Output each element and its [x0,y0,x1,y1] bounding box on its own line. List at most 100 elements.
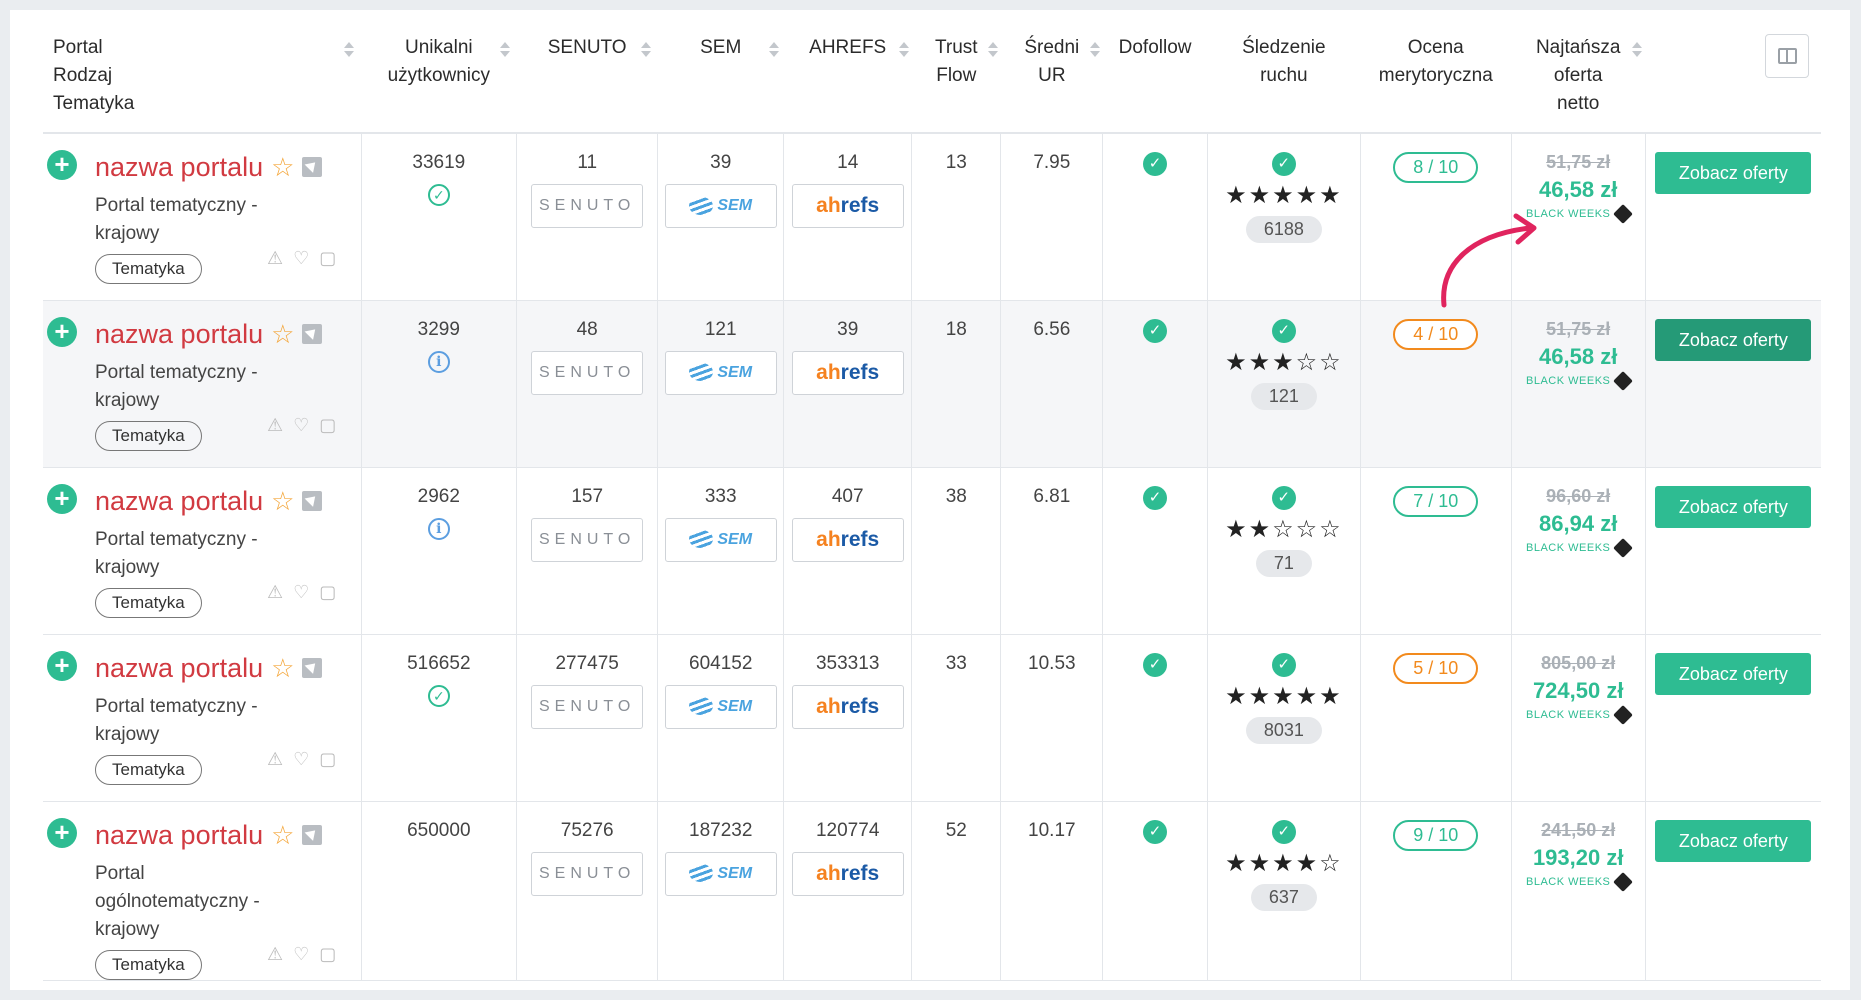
ahrefs-badge[interactable]: ahrefs [791,517,904,562]
portal-type: Portal ogólnotematyczny - krajowy [95,862,260,940]
average-ur-cell: 6.56 [1000,300,1104,468]
unique-users-cell: 3299 i [361,300,518,468]
portal-name-link[interactable]: nazwa portalu [95,652,264,683]
average-ur-value: 6.56 [1033,318,1071,340]
add-portal-button[interactable]: + [47,316,77,347]
portal-name-link[interactable]: nazwa portalu [95,485,264,516]
portal-name-line: nazwa portalu ☆ [95,482,351,520]
portal-name-link[interactable]: nazwa portalu [95,152,264,182]
portal-action-icons[interactable]: ⚠♡▢ [267,581,347,602]
col-cheapest-offer[interactable]: Najtańsza oferta netto [1511,10,1646,134]
dofollow-cell: ✓ [1102,467,1208,635]
portal-name-link[interactable]: nazwa portalu [95,819,264,850]
see-offers-button[interactable]: Zobacz oferty [1655,152,1812,194]
sem-cell: 121 SEM [657,300,785,468]
portal-cell: + nazwa portalu ☆ Portal tematyczny - kr… [43,467,362,635]
sem-badge[interactable]: SEM [664,851,777,896]
portal-type: Portal tematyczny - krajowy [95,361,258,411]
col-portal-label: Portal Rodzaj Tematyka [53,37,135,114]
traffic-rating-stars: ★★★★★ [1225,182,1343,209]
ahrefs-badge[interactable]: ahrefs [791,184,904,228]
senuto-badge[interactable]: SENUTO [531,184,644,228]
sort-icon[interactable] [768,41,780,61]
see-offers-button[interactable]: Zobacz oferty [1655,318,1812,361]
action-cell: Zobacz oferty [1645,467,1821,635]
sort-icon[interactable] [499,41,511,61]
image-preview-icon[interactable] [302,657,323,678]
senuto-badge[interactable]: SENUTO [531,851,644,896]
sem-value: 121 [704,318,737,340]
new-price: 46,58 zł [1539,343,1618,369]
sort-icon[interactable] [1089,41,1101,61]
portal-cell: + nazwa portalu ☆ Portal tematyczny - kr… [43,634,362,802]
add-portal-button[interactable]: + [47,483,77,514]
sem-badge[interactable]: SEM [664,350,777,395]
favorite-star-icon[interactable]: ☆ [271,819,295,850]
image-preview-icon[interactable] [302,490,323,511]
dofollow-check-icon: ✓ [1143,318,1168,343]
see-offers-button[interactable]: Zobacz oferty [1655,652,1812,695]
sort-icon[interactable] [640,41,652,61]
favorite-star-icon[interactable]: ☆ [271,318,295,349]
col-average-ur[interactable]: Średni UR [1000,10,1103,134]
ahrefs-cell: 14 ahrefs [783,133,913,301]
tag-icon [1613,704,1634,725]
verified-check-icon: ✓ [427,684,450,707]
image-preview-icon[interactable] [302,824,323,845]
col-senuto[interactable]: SENUTO [516,10,658,134]
category-tag[interactable]: Tematyka [95,587,202,618]
senuto-badge[interactable]: SENUTO [531,684,644,729]
sem-badge[interactable]: SEM [664,684,777,729]
sem-badge[interactable]: SEM [664,517,777,562]
average-ur-value: 7.95 [1033,152,1071,173]
average-ur-value: 6.81 [1033,485,1071,507]
favorite-star-icon[interactable]: ☆ [271,652,295,683]
category-tag[interactable]: Tematyka [95,420,202,451]
columns-toggle-button[interactable] [1765,34,1809,78]
see-offers-button[interactable]: Zobacz oferty [1655,485,1812,528]
col-ahrefs[interactable]: AHREFS [783,10,912,134]
category-tag[interactable]: Tematyka [95,254,202,284]
promo-label: BLACK WEEKS [1512,537,1645,558]
ahrefs-badge[interactable]: ahrefs [791,684,904,729]
favorite-star-icon[interactable]: ☆ [271,485,295,516]
sort-icon[interactable] [987,41,999,61]
info-icon[interactable]: i [427,350,450,373]
favorite-star-icon[interactable]: ☆ [271,152,295,182]
ahrefs-badge[interactable]: ahrefs [791,350,904,395]
portal-name-link[interactable]: nazwa portalu [95,318,264,349]
senuto-badge[interactable]: SENUTO [531,517,644,562]
merit-score-badge: 5 / 10 [1393,652,1479,684]
col-unique-users[interactable]: Unikalni użytkownicy [361,10,517,134]
old-price: 241,50 zł [1541,819,1616,840]
sort-icon[interactable] [898,41,910,61]
ahrefs-badge[interactable]: ahrefs [791,851,904,896]
sort-icon[interactable] [343,41,355,61]
category-tag[interactable]: Tematyka [95,754,202,785]
portal-action-icons[interactable]: ⚠♡▢ [267,748,347,769]
col-portal[interactable]: Portal Rodzaj Tematyka [43,10,362,134]
sort-icon[interactable] [1631,41,1643,61]
image-preview-icon[interactable] [302,157,323,177]
table-row: + nazwa portalu ☆ Portal tematyczny - kr… [43,467,1821,635]
info-icon[interactable]: i [427,517,450,540]
portal-type: Portal tematyczny - krajowy [95,195,258,244]
category-tag[interactable]: Tematyka [95,949,202,980]
ahrefs-value: 39 [837,318,859,340]
sem-cell: 604152 SEM [657,634,785,802]
portal-action-icons[interactable]: ⚠♡▢ [267,943,347,964]
senuto-badge[interactable]: SENUTO [531,350,644,395]
col-trust-flow[interactable]: Trust Flow [911,10,1001,134]
image-preview-icon[interactable] [302,323,323,344]
add-portal-button[interactable]: + [47,817,77,848]
portal-action-icons[interactable]: ⚠♡▢ [267,414,347,435]
dofollow-check-icon: ✓ [1143,485,1168,510]
portal-action-icons[interactable]: ⚠♡▢ [267,248,347,268]
see-offers-button[interactable]: Zobacz oferty [1655,819,1812,862]
add-portal-button[interactable]: + [47,150,77,180]
price-cell: 96,60 zł 86,94 zł BLACK WEEKS [1511,467,1646,635]
unique-users-value: 650000 [407,819,471,841]
col-sem[interactable]: SEM [657,10,784,134]
add-portal-button[interactable]: + [47,650,77,681]
sem-badge[interactable]: SEM [664,184,777,228]
